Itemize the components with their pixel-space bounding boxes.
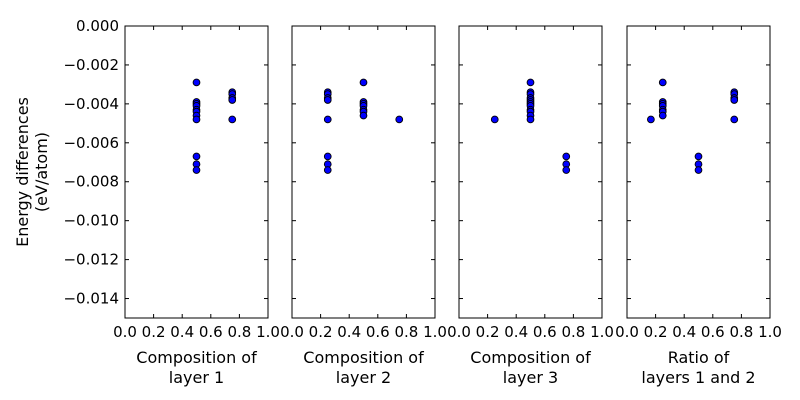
x-axis-label: layer 1	[169, 368, 224, 387]
x-tick-label: 0.6	[199, 323, 223, 341]
y-tick-label: 0.000	[76, 17, 119, 35]
x-tick-label: 0.0	[280, 323, 304, 341]
x-axis-label: layers 1 and 2	[641, 368, 755, 387]
x-tick-label: 1.0	[423, 323, 447, 341]
y-axis-label: (eV/atom)	[32, 132, 51, 212]
data-point	[730, 115, 739, 124]
x-tick-label: 0.8	[729, 323, 753, 341]
data-point	[490, 115, 499, 124]
data-point	[359, 78, 368, 87]
x-tick-label: 0.4	[337, 323, 361, 341]
data-point	[526, 78, 535, 87]
data-point	[323, 115, 332, 124]
y-tick-label: −0.014	[63, 290, 119, 308]
data-point	[359, 111, 368, 120]
y-tick-label: −0.010	[63, 212, 119, 230]
plot-area-frame	[124, 25, 269, 319]
x-tick-label: 0.8	[227, 323, 251, 341]
x-axis-label: Ratio of	[668, 348, 730, 367]
data-point	[228, 96, 237, 104]
data-point	[647, 115, 655, 124]
x-tick-label: 0.4	[672, 323, 696, 341]
y-tick-label: −0.004	[63, 95, 119, 113]
x-tick-label: 0.6	[701, 323, 725, 341]
data-point	[694, 166, 703, 174]
data-point	[323, 152, 332, 161]
data-point	[323, 96, 332, 104]
x-tick-label: 0.8	[394, 323, 418, 341]
x-tick-label: 0.0	[615, 323, 639, 341]
x-tick-label: 0.2	[644, 323, 668, 341]
y-tick-label: −0.002	[63, 56, 119, 74]
plot-area-frame	[626, 25, 771, 319]
data-point	[694, 152, 703, 161]
data-point	[228, 115, 237, 124]
y-axis-label: Energy differences	[13, 97, 32, 247]
x-axis-label: layer 3	[503, 368, 558, 387]
x-tick-label: 0.6	[533, 323, 557, 341]
x-tick-label: 0.0	[113, 323, 137, 341]
x-tick-label: 1.0	[758, 323, 782, 341]
x-tick-label: 0.2	[142, 323, 166, 341]
data-point	[658, 111, 667, 120]
data-point	[323, 166, 332, 174]
data-point	[192, 78, 201, 87]
data-point	[562, 166, 571, 174]
x-tick-label: 0.8	[561, 323, 585, 341]
data-point	[730, 96, 739, 104]
data-point	[526, 115, 535, 124]
x-axis-label: Composition of	[303, 348, 424, 367]
x-tick-label: 0.4	[504, 323, 528, 341]
data-point	[562, 152, 571, 161]
y-tick-label: −0.012	[63, 251, 119, 269]
x-tick-label: 0.0	[447, 323, 471, 341]
plot-area-frame	[458, 25, 603, 319]
x-tick-label: 0.2	[309, 323, 333, 341]
data-point	[658, 78, 667, 87]
y-tick-label: −0.008	[63, 173, 119, 191]
x-axis-label: layer 2	[336, 368, 391, 387]
x-tick-label: 0.6	[366, 323, 390, 341]
y-tick-label: −0.006	[63, 134, 119, 152]
x-axis-label: Composition of	[470, 348, 591, 367]
data-point	[192, 152, 201, 161]
x-tick-label: 1.0	[256, 323, 280, 341]
data-point	[395, 115, 404, 124]
data-point	[192, 166, 201, 174]
scatter-panel-1: 0.0 0.2 0.4 0.6 0.8 1.0 0.000 −0.002 −0.004 −0.00…	[13, 17, 280, 387]
x-tick-label: 0.2	[476, 323, 500, 341]
data-point	[192, 115, 201, 124]
x-tick-label: 1.0	[590, 323, 614, 341]
x-axis-label: Composition of	[136, 348, 257, 367]
x-tick-label: 0.4	[170, 323, 194, 341]
plot-area-frame	[291, 25, 436, 319]
